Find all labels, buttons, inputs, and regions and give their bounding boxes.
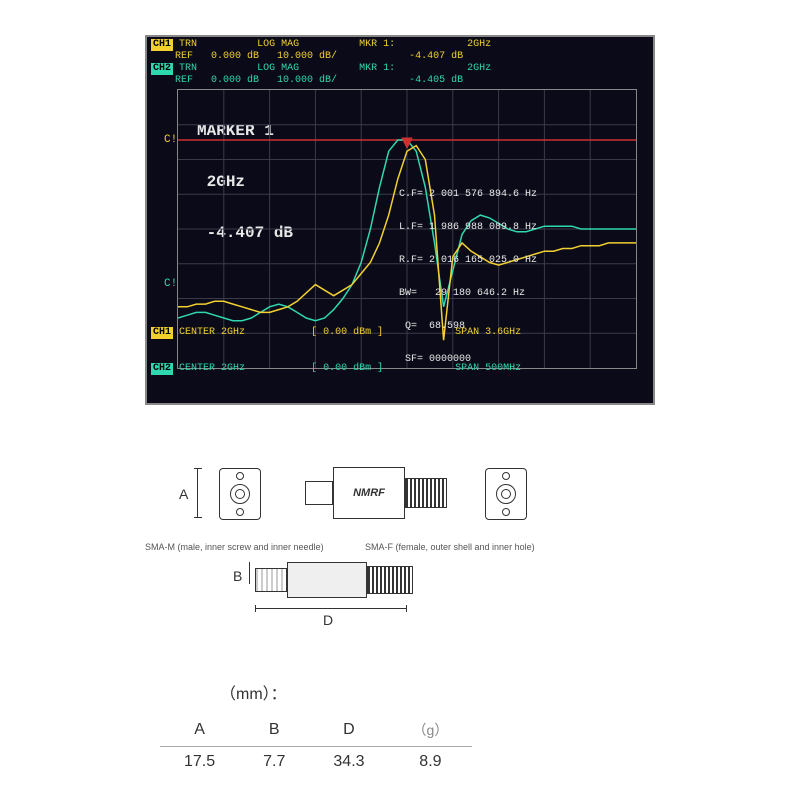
ch1-ref-marker-left: C! (164, 134, 177, 146)
val-B: 7.7 (239, 747, 309, 778)
ch2-span-hdr: 2GHz (467, 63, 491, 74)
connector-end-right (485, 468, 527, 520)
dims-unit-label: （mm）： (160, 680, 472, 704)
ch1-mkr-label: MKR 1: (359, 39, 395, 50)
ch2-header-line2: REF 0.000 dB 10.000 dB/ -4.405 dB (151, 75, 649, 87)
ch2-scale: LOG MAG (257, 63, 299, 74)
ch1-span-hdr: 2GHz (467, 39, 491, 50)
filter-body-side-icon (287, 562, 367, 598)
sma-f-label: SMA-F (female, outer shell and inner hol… (365, 542, 535, 552)
val-D: 34.3 (309, 747, 388, 778)
dims-table-element: A B D （g） 17.5 7.7 34.3 8.9 (160, 714, 472, 777)
sma-plug-side-icon (255, 568, 287, 592)
ch2-footer-badge: CH2 (151, 363, 173, 375)
val-A: 17.5 (160, 747, 239, 778)
ch1-scale: LOG MAG (257, 39, 299, 50)
connector-ring-icon (496, 484, 516, 504)
dim-A-label: A (179, 486, 188, 502)
dim-B-line (249, 562, 250, 584)
connector-ring-icon (230, 484, 250, 504)
dimensions-table: （mm）： A B D （g） 17.5 7.7 34.3 8.9 (160, 680, 472, 777)
col-B: B (239, 714, 309, 747)
analyzer-header: CH1 TRN LOG MAG MKR 1: 2GHz REF 0.000 dB… (147, 37, 653, 87)
sma-m-label: SMA-M (male, inner screw and inner needl… (145, 542, 324, 552)
mech-top-row: A NMRF (145, 460, 655, 530)
ch1-footer-badge: CH1 (151, 327, 173, 339)
connector-hole-icon (501, 489, 511, 499)
val-weight: 8.9 (389, 747, 473, 778)
dim-B-label: B (233, 568, 242, 584)
ch2-header-line1: CH2 TRN LOG MAG MKR 1: 2GHz (151, 63, 649, 75)
mount-hole-icon (502, 508, 510, 516)
info-cf: C.F= 2 001 576 894.6 Hz (399, 189, 537, 200)
ch2-footer: CH2 CENTER 2GHz [ 0.00 dBm ] SPAN 500MHz (151, 363, 649, 375)
filter-body-side-view (255, 562, 413, 598)
sma-jack-side-icon (367, 566, 413, 594)
sma-jack-icon (405, 478, 447, 508)
ch2-badge: CH2 (151, 63, 173, 75)
ch2-center: CENTER 2GHz (179, 363, 245, 374)
analyzer-footer: CH1 CENTER 2GHz [ 0.00 dBm ] SPAN 3.6GHz… (151, 303, 649, 399)
ch2-ref-marker-left: C! (164, 278, 177, 290)
dim-A-line (197, 468, 216, 518)
col-weight: （g） (389, 714, 473, 747)
mount-hole-icon (502, 472, 510, 480)
ch1-header-line1: CH1 TRN LOG MAG MKR 1: 2GHz (151, 39, 649, 51)
mount-hole-icon (236, 472, 244, 480)
ch1-span: SPAN 3.6GHz (455, 327, 521, 338)
col-D: D (309, 714, 388, 747)
ch1-header-line2: REF 0.000 dB 10.000 dB/ -4.407 dB (151, 51, 649, 63)
ch2-ref: REF 0.000 dB 10.000 dB/ (175, 75, 337, 86)
ch2-mkr-label: MKR 1: (359, 63, 395, 74)
connector-pin-icon (235, 489, 245, 499)
ch1-footer: CH1 CENTER 2GHz [ 0.00 dBm ] SPAN 3.6GHz (151, 327, 649, 339)
filter-body-label: NMRF (333, 467, 405, 519)
ch2-mode: TRN (179, 63, 197, 74)
sma-plug-icon (305, 481, 333, 505)
ch1-mkr-val: -4.407 dB (409, 51, 463, 62)
mount-hole-icon (236, 508, 244, 516)
ch2-span: SPAN 500MHz (455, 363, 521, 374)
dim-D-line (255, 608, 407, 609)
connector-end-left (219, 468, 261, 520)
info-bw: BW= 29 180 646.2 Hz (399, 288, 537, 299)
dim-D-label: D (323, 612, 333, 628)
mech-side-row: SMA-M (male, inner screw and inner needl… (145, 548, 655, 638)
ch1-center: CENTER 2GHz (179, 327, 245, 338)
ch1-badge: CH1 (151, 39, 173, 51)
info-rf: R.F= 2 016 165 025.0 Hz (399, 255, 537, 266)
ch2-mkr-val: -4.405 dB (409, 75, 463, 86)
info-lf: L.F= 1 986 988 089.8 Hz (399, 222, 537, 233)
col-A: A (160, 714, 239, 747)
mechanical-drawing: A NMRF SMA-M (male, inner screw and inne… (145, 460, 655, 638)
ch1-ref: REF 0.000 dB 10.000 dB/ (175, 51, 337, 62)
ch1-level: [ 0.00 dBm ] (311, 327, 383, 338)
network-analyzer-screen: CH1 TRN LOG MAG MKR 1: 2GHz REF 0.000 dB… (145, 35, 655, 405)
ch2-level: [ 0.00 dBm ] (311, 363, 383, 374)
ch1-mode: TRN (179, 39, 197, 50)
filter-body-top-view: NMRF (305, 468, 455, 518)
